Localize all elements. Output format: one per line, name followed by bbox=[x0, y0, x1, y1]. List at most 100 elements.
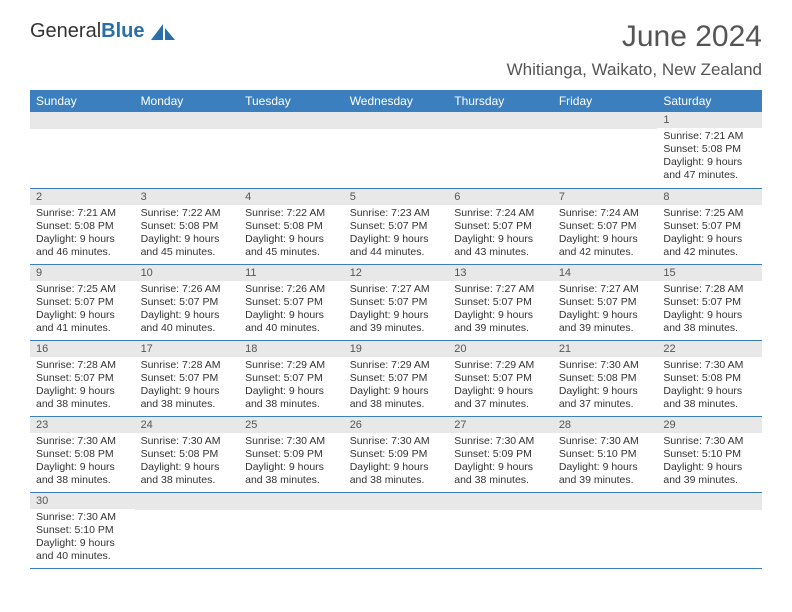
calendar-day: 13Sunrise: 7:27 AMSunset: 5:07 PMDayligh… bbox=[448, 264, 553, 340]
day-data: Sunrise: 7:29 AMSunset: 5:07 PMDaylight:… bbox=[344, 357, 449, 414]
calendar-empty bbox=[344, 112, 449, 188]
day-data: Sunrise: 7:26 AMSunset: 5:07 PMDaylight:… bbox=[239, 281, 344, 338]
day-number: 14 bbox=[553, 265, 658, 281]
calendar-day: 24Sunrise: 7:30 AMSunset: 5:08 PMDayligh… bbox=[135, 416, 240, 492]
day-number: 21 bbox=[553, 341, 658, 357]
calendar-empty bbox=[135, 492, 240, 568]
calendar-empty bbox=[448, 112, 553, 188]
calendar-day: 26Sunrise: 7:30 AMSunset: 5:09 PMDayligh… bbox=[344, 416, 449, 492]
calendar-empty bbox=[448, 492, 553, 568]
day-number: 19 bbox=[344, 341, 449, 357]
day-number: 3 bbox=[135, 189, 240, 205]
day-data: Sunrise: 7:30 AMSunset: 5:08 PMDaylight:… bbox=[135, 433, 240, 490]
day-number: 5 bbox=[344, 189, 449, 205]
day-number: 9 bbox=[30, 265, 135, 281]
calendar-day: 28Sunrise: 7:30 AMSunset: 5:10 PMDayligh… bbox=[553, 416, 658, 492]
day-data: Sunrise: 7:30 AMSunset: 5:10 PMDaylight:… bbox=[553, 433, 658, 490]
day-number: 23 bbox=[30, 417, 135, 433]
day-number: 4 bbox=[239, 189, 344, 205]
day-number: 24 bbox=[135, 417, 240, 433]
sail-icon bbox=[149, 22, 177, 42]
day-data: Sunrise: 7:22 AMSunset: 5:08 PMDaylight:… bbox=[135, 205, 240, 262]
day-number: 12 bbox=[344, 265, 449, 281]
calendar-day: 21Sunrise: 7:30 AMSunset: 5:08 PMDayligh… bbox=[553, 340, 658, 416]
day-data: Sunrise: 7:24 AMSunset: 5:07 PMDaylight:… bbox=[553, 205, 658, 262]
calendar-day: 5Sunrise: 7:23 AMSunset: 5:07 PMDaylight… bbox=[344, 188, 449, 264]
calendar-day: 11Sunrise: 7:26 AMSunset: 5:07 PMDayligh… bbox=[239, 264, 344, 340]
calendar-day: 25Sunrise: 7:30 AMSunset: 5:09 PMDayligh… bbox=[239, 416, 344, 492]
calendar-day: 17Sunrise: 7:28 AMSunset: 5:07 PMDayligh… bbox=[135, 340, 240, 416]
calendar-day: 23Sunrise: 7:30 AMSunset: 5:08 PMDayligh… bbox=[30, 416, 135, 492]
calendar-day: 1Sunrise: 7:21 AMSunset: 5:08 PMDaylight… bbox=[657, 112, 762, 188]
day-header: Saturday bbox=[657, 90, 762, 112]
day-data: Sunrise: 7:25 AMSunset: 5:07 PMDaylight:… bbox=[30, 281, 135, 338]
calendar-day: 22Sunrise: 7:30 AMSunset: 5:08 PMDayligh… bbox=[657, 340, 762, 416]
day-data: Sunrise: 7:22 AMSunset: 5:08 PMDaylight:… bbox=[239, 205, 344, 262]
day-data: Sunrise: 7:28 AMSunset: 5:07 PMDaylight:… bbox=[135, 357, 240, 414]
day-data: Sunrise: 7:25 AMSunset: 5:07 PMDaylight:… bbox=[657, 205, 762, 262]
month-title: June 2024 bbox=[507, 20, 762, 54]
day-data: Sunrise: 7:27 AMSunset: 5:07 PMDaylight:… bbox=[344, 281, 449, 338]
calendar-day: 3Sunrise: 7:22 AMSunset: 5:08 PMDaylight… bbox=[135, 188, 240, 264]
calendar-day: 9Sunrise: 7:25 AMSunset: 5:07 PMDaylight… bbox=[30, 264, 135, 340]
calendar-day: 10Sunrise: 7:26 AMSunset: 5:07 PMDayligh… bbox=[135, 264, 240, 340]
day-number: 26 bbox=[344, 417, 449, 433]
calendar-empty bbox=[553, 112, 658, 188]
day-number: 8 bbox=[657, 189, 762, 205]
day-number: 15 bbox=[657, 265, 762, 281]
day-data: Sunrise: 7:30 AMSunset: 5:08 PMDaylight:… bbox=[30, 433, 135, 490]
calendar-day: 14Sunrise: 7:27 AMSunset: 5:07 PMDayligh… bbox=[553, 264, 658, 340]
day-data: Sunrise: 7:30 AMSunset: 5:09 PMDaylight:… bbox=[344, 433, 449, 490]
calendar-day: 15Sunrise: 7:28 AMSunset: 5:07 PMDayligh… bbox=[657, 264, 762, 340]
day-data: Sunrise: 7:30 AMSunset: 5:08 PMDaylight:… bbox=[553, 357, 658, 414]
day-number: 2 bbox=[30, 189, 135, 205]
calendar-day: 16Sunrise: 7:28 AMSunset: 5:07 PMDayligh… bbox=[30, 340, 135, 416]
calendar-day: 29Sunrise: 7:30 AMSunset: 5:10 PMDayligh… bbox=[657, 416, 762, 492]
calendar-day: 4Sunrise: 7:22 AMSunset: 5:08 PMDaylight… bbox=[239, 188, 344, 264]
day-data: Sunrise: 7:26 AMSunset: 5:07 PMDaylight:… bbox=[135, 281, 240, 338]
day-data: Sunrise: 7:30 AMSunset: 5:09 PMDaylight:… bbox=[448, 433, 553, 490]
calendar-empty bbox=[135, 112, 240, 188]
day-number: 11 bbox=[239, 265, 344, 281]
day-header: Thursday bbox=[448, 90, 553, 112]
day-header: Monday bbox=[135, 90, 240, 112]
logo-text-a: General bbox=[30, 20, 101, 43]
day-header: Sunday bbox=[30, 90, 135, 112]
calendar-day: 12Sunrise: 7:27 AMSunset: 5:07 PMDayligh… bbox=[344, 264, 449, 340]
day-data: Sunrise: 7:21 AMSunset: 5:08 PMDaylight:… bbox=[657, 128, 762, 185]
calendar-day: 2Sunrise: 7:21 AMSunset: 5:08 PMDaylight… bbox=[30, 188, 135, 264]
day-number: 18 bbox=[239, 341, 344, 357]
day-data: Sunrise: 7:30 AMSunset: 5:08 PMDaylight:… bbox=[657, 357, 762, 414]
calendar-empty bbox=[239, 492, 344, 568]
day-data: Sunrise: 7:21 AMSunset: 5:08 PMDaylight:… bbox=[30, 205, 135, 262]
calendar-day: 20Sunrise: 7:29 AMSunset: 5:07 PMDayligh… bbox=[448, 340, 553, 416]
day-number: 30 bbox=[30, 493, 135, 509]
calendar-empty bbox=[553, 492, 658, 568]
calendar-day: 8Sunrise: 7:25 AMSunset: 5:07 PMDaylight… bbox=[657, 188, 762, 264]
logo: GeneralBlue bbox=[30, 20, 177, 43]
calendar-empty bbox=[239, 112, 344, 188]
day-data: Sunrise: 7:23 AMSunset: 5:07 PMDaylight:… bbox=[344, 205, 449, 262]
calendar-empty bbox=[344, 492, 449, 568]
calendar-day: 6Sunrise: 7:24 AMSunset: 5:07 PMDaylight… bbox=[448, 188, 553, 264]
day-number: 28 bbox=[553, 417, 658, 433]
calendar-table: SundayMondayTuesdayWednesdayThursdayFrid… bbox=[30, 90, 762, 569]
day-data: Sunrise: 7:28 AMSunset: 5:07 PMDaylight:… bbox=[657, 281, 762, 338]
day-data: Sunrise: 7:28 AMSunset: 5:07 PMDaylight:… bbox=[30, 357, 135, 414]
day-data: Sunrise: 7:29 AMSunset: 5:07 PMDaylight:… bbox=[239, 357, 344, 414]
day-header: Tuesday bbox=[239, 90, 344, 112]
day-header: Wednesday bbox=[344, 90, 449, 112]
day-data: Sunrise: 7:30 AMSunset: 5:10 PMDaylight:… bbox=[657, 433, 762, 490]
day-number: 13 bbox=[448, 265, 553, 281]
day-number: 27 bbox=[448, 417, 553, 433]
day-number: 17 bbox=[135, 341, 240, 357]
day-number: 7 bbox=[553, 189, 658, 205]
day-data: Sunrise: 7:30 AMSunset: 5:10 PMDaylight:… bbox=[30, 509, 135, 566]
day-header: Friday bbox=[553, 90, 658, 112]
day-number: 20 bbox=[448, 341, 553, 357]
day-number: 6 bbox=[448, 189, 553, 205]
day-number: 22 bbox=[657, 341, 762, 357]
day-number: 29 bbox=[657, 417, 762, 433]
calendar-empty bbox=[657, 492, 762, 568]
day-data: Sunrise: 7:30 AMSunset: 5:09 PMDaylight:… bbox=[239, 433, 344, 490]
